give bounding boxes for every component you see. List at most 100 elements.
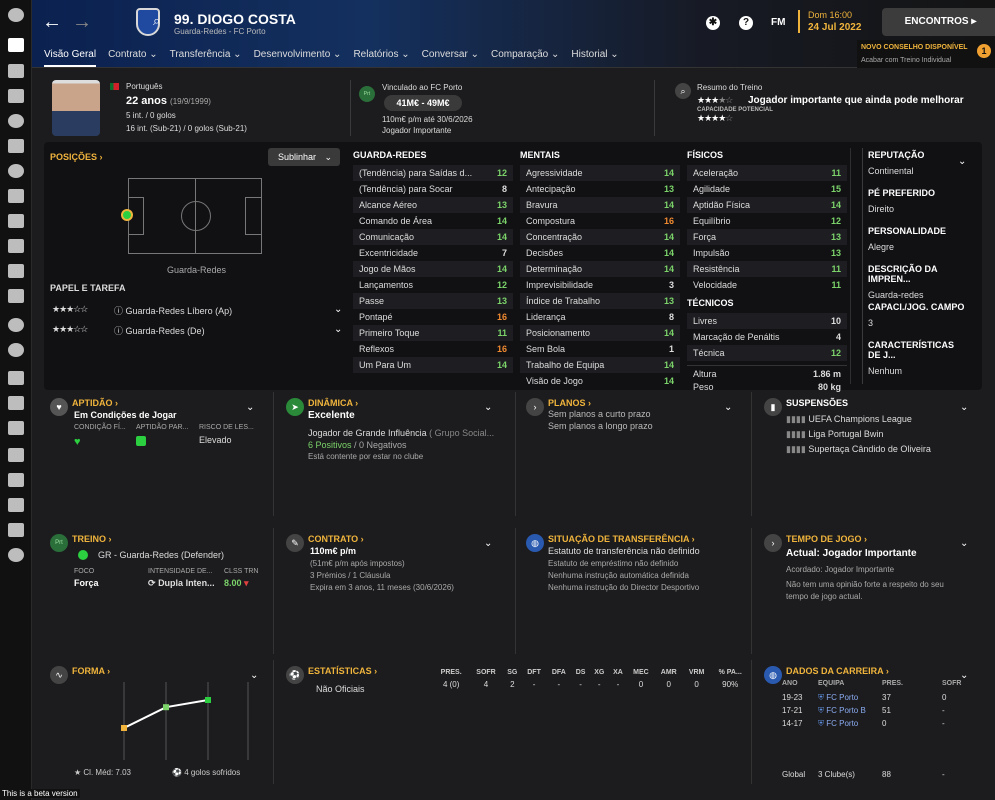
- tab-reports[interactable]: Relatórios ⌄: [353, 49, 410, 60]
- bell-icon[interactable]: [8, 214, 24, 228]
- team-name[interactable]: FC Porto: [826, 719, 859, 728]
- career-title[interactable]: DADOS DA CARREIRA ›: [786, 666, 889, 676]
- medical-icon[interactable]: [8, 239, 24, 253]
- player-info-item[interactable]: PÉ PREFERIDO Direito: [868, 188, 968, 214]
- calendar-icon[interactable]: [8, 264, 24, 278]
- career-row[interactable]: 17-21 ⛨ FC Porto B 51 -: [782, 706, 982, 719]
- trend-icon[interactable]: [8, 448, 24, 462]
- attribute-row[interactable]: Impulsão 13: [687, 245, 847, 261]
- player-info-item[interactable]: PERSONALIDADE Alegre: [868, 226, 968, 252]
- career-header-row[interactable]: ANO EQUIPA PRES. SOFR: [782, 680, 982, 693]
- attribute-row[interactable]: Compostura 16: [520, 213, 680, 229]
- stats-header[interactable]: XA: [613, 669, 623, 676]
- chevron-down-icon[interactable]: ⌄: [334, 324, 343, 335]
- handshake-icon[interactable]: [8, 421, 24, 435]
- search-icon[interactable]: ⌕: [153, 13, 161, 28]
- nationality[interactable]: Português: [126, 82, 163, 91]
- form-title[interactable]: FORMA ›: [72, 666, 111, 676]
- attribute-row[interactable]: Lançamentos 12: [353, 277, 513, 293]
- stats-header[interactable]: % PA...: [718, 669, 742, 676]
- contract-card[interactable]: ✎ CONTRATO › 110m€ p/m (51m€ p/m após im…: [280, 528, 516, 654]
- club-crest-icon[interactable]: [136, 8, 160, 36]
- transfer-status-card[interactable]: ◍ SITUAÇÃO DE TRANSFERÊNCIA › Estatuto d…: [520, 528, 752, 654]
- stats-header[interactable]: DS: [575, 669, 586, 676]
- tab-compare[interactable]: Comparação ⌄: [490, 49, 560, 60]
- help-icon[interactable]: ?: [739, 16, 753, 30]
- gear-icon[interactable]: ✱: [706, 16, 720, 30]
- scouting-icon[interactable]: [8, 473, 24, 487]
- chevron-down-icon[interactable]: ⌄: [958, 156, 967, 167]
- tab-contract[interactable]: Contrato ⌄: [108, 49, 158, 60]
- plans-card[interactable]: › PLANOS › Sem planos a curto prazo Sem …: [520, 392, 752, 516]
- stats-title[interactable]: ESTATÍSTICAS ›: [308, 666, 378, 676]
- stats-data-row[interactable]: 4 (0) 4 2 - - - - - 0 0 0 90%: [430, 677, 750, 692]
- notification-panel[interactable]: NOVO CONSELHO DISPONÍVEL Acabar com Trei…: [857, 40, 995, 68]
- dynamics-card[interactable]: ➤ DINÂMICA › Excelente Jogador de Grande…: [280, 392, 516, 516]
- page-subtitle[interactable]: Guarda-Redes - FC Porto: [174, 27, 266, 36]
- attribute-row[interactable]: Bravura 14: [520, 197, 680, 213]
- transfer-icon[interactable]: [8, 343, 24, 357]
- chevron-down-icon[interactable]: ⌄: [724, 402, 733, 413]
- team-name[interactable]: FC Porto: [826, 693, 859, 702]
- training-card[interactable]: Prt TREINO › GR - Guarda-Redes (Defender…: [44, 528, 274, 654]
- attribute-row[interactable]: Comando de Área 14: [353, 213, 513, 229]
- ball-icon[interactable]: [8, 164, 24, 178]
- attribute-row[interactable]: Velocidade 11: [687, 277, 847, 293]
- attribute-row[interactable]: Visão de Jogo 14: [520, 373, 680, 389]
- attribute-row[interactable]: Reflexos 16: [353, 341, 513, 357]
- team-name[interactable]: FC Porto B: [826, 706, 866, 715]
- contract-title[interactable]: CONTRATO ›: [308, 534, 364, 544]
- attribute-row[interactable]: Comunicação 14: [353, 229, 513, 245]
- clipboard-icon[interactable]: [8, 89, 24, 103]
- fitness-title[interactable]: APTIDÃO ›: [72, 398, 118, 408]
- stats-header[interactable]: SOFR: [476, 669, 496, 676]
- back-arrow-icon[interactable]: ←: [42, 11, 62, 33]
- attribute-row[interactable]: Aptidão Física 14: [687, 197, 847, 213]
- attribute-row[interactable]: Pontapé 16: [353, 309, 513, 325]
- continue-button[interactable]: ENCONTROS ▸: [882, 8, 995, 36]
- attribute-row[interactable]: Equilíbrio 12: [687, 213, 847, 229]
- stats-card[interactable]: ⚽ ESTATÍSTICAS › PRES. SOFR SG DFT DFA DS XG XA…: [280, 660, 752, 784]
- stats-header[interactable]: VRM: [688, 669, 705, 676]
- stats-header[interactable]: PRES.: [440, 669, 462, 676]
- attribute-row[interactable]: Excentricidade 7: [353, 245, 513, 261]
- stats-header[interactable]: SG: [507, 669, 518, 676]
- home-icon[interactable]: [8, 8, 24, 22]
- positions-label[interactable]: POSIÇÕES ›: [50, 152, 103, 162]
- attribute-row[interactable]: Decisões 14: [520, 245, 680, 261]
- attribute-row[interactable]: Alcance Aéreo 13: [353, 197, 513, 213]
- attribute-row[interactable]: Imprevisibilidade 3: [520, 277, 680, 293]
- search-icon[interactable]: [8, 318, 24, 332]
- playing-time-card[interactable]: › TEMPO DE JOGO › Actual: Jogador Import…: [758, 528, 982, 654]
- attribute-row[interactable]: Concentração 14: [520, 229, 680, 245]
- staff-icon[interactable]: [8, 189, 24, 203]
- squad-icon[interactable]: [8, 64, 24, 78]
- career-total-row[interactable]: Global 3 Clube(s) 88 -: [782, 770, 982, 783]
- refresh-icon[interactable]: [8, 114, 24, 128]
- chevron-down-icon[interactable]: ⌄: [484, 538, 493, 549]
- chevron-down-icon[interactable]: ⌄: [250, 670, 259, 681]
- attribute-row[interactable]: Agilidade 15: [687, 181, 847, 197]
- attribute-row[interactable]: Jogo de Mãos 14: [353, 261, 513, 277]
- attribute-row[interactable]: Resistência 11: [687, 261, 847, 277]
- attribute-row[interactable]: (Tendência) para Saídas d... 12: [353, 165, 513, 181]
- transfer-value[interactable]: 41M€ - 49M€: [384, 95, 462, 111]
- player-info-item[interactable]: REPUTAÇÃO Continental: [868, 150, 968, 176]
- attribute-row[interactable]: Trabalho de Equipa 14: [520, 357, 680, 373]
- chevron-down-icon[interactable]: ⌄: [334, 304, 343, 315]
- player-info-item[interactable]: CAPACI./JOG. CAMPO 3: [868, 302, 968, 328]
- attribute-row[interactable]: Determinação 14: [520, 261, 680, 277]
- fitness-card[interactable]: ♥ APTIDÃO › Em Condições de Jogar CONDIÇ…: [44, 392, 274, 516]
- player-info-item[interactable]: DESCRIÇÃO DA IMPREN... Guarda-redes: [868, 264, 968, 300]
- attribute-row[interactable]: Índice de Trabalho 13: [520, 293, 680, 309]
- chevron-down-icon[interactable]: ⌄: [960, 538, 969, 549]
- tab-development[interactable]: Desenvolvimento ⌄: [253, 49, 342, 60]
- attribute-row[interactable]: Antecipação 13: [520, 181, 680, 197]
- attribute-row[interactable]: Sem Bola 1: [520, 341, 680, 357]
- negative-count[interactable]: / 0 Negativos: [351, 440, 407, 450]
- role-row[interactable]: ★★★☆☆ ⓘ Guarda-Redes Líbero (Ap) ⌄: [52, 304, 342, 316]
- attribute-row[interactable]: Primeiro Toque 11: [353, 325, 513, 341]
- attribute-row[interactable]: (Tendência) para Socar 8: [353, 181, 513, 197]
- suspensions-card[interactable]: ▮ SUSPENSÕES ▮▮▮▮ UEFA Champions League …: [758, 392, 982, 516]
- fm-menu-button[interactable]: FM: [771, 17, 786, 28]
